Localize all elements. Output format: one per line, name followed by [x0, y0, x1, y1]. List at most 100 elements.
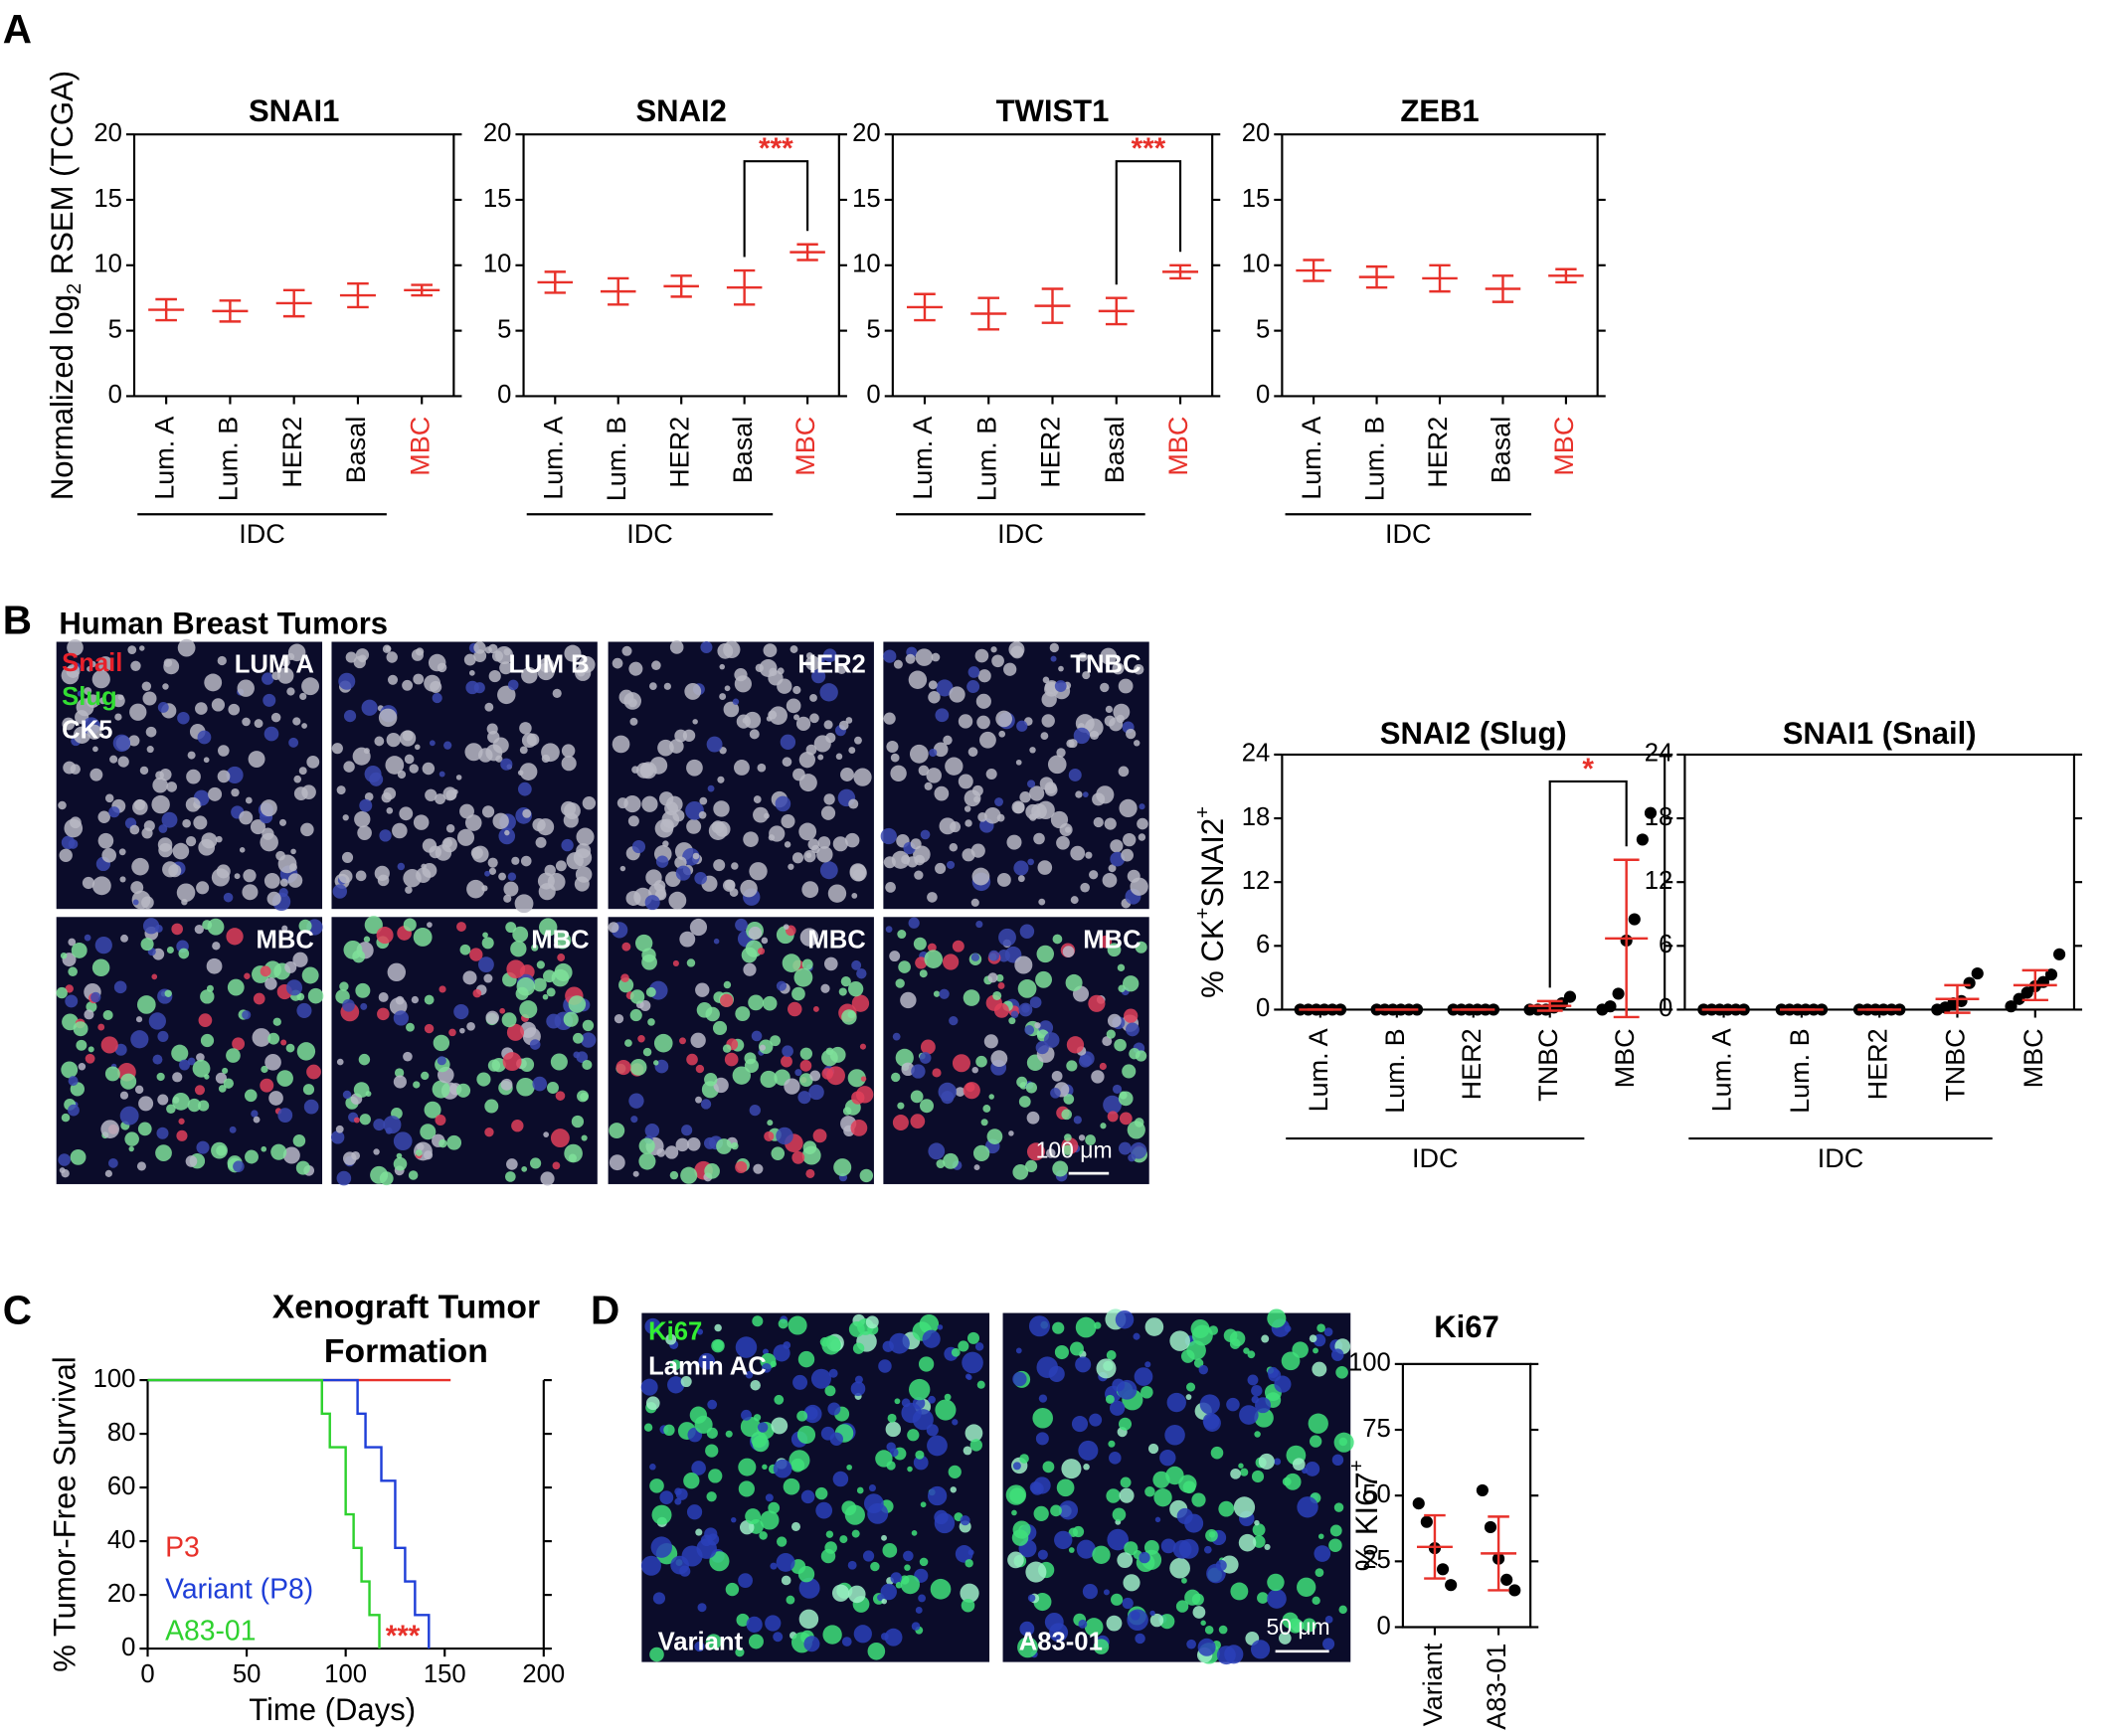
cell [935, 862, 947, 875]
cell [990, 646, 997, 653]
cell [94, 937, 112, 955]
cell [503, 648, 511, 656]
cell [373, 1119, 386, 1131]
cell [686, 818, 702, 834]
cell [915, 648, 934, 666]
cell [695, 1528, 703, 1536]
cell [1103, 1095, 1122, 1115]
cell [608, 922, 619, 934]
tile-label: TNBC [1070, 651, 1140, 679]
cell [919, 969, 928, 978]
cell [459, 1027, 465, 1034]
cell [755, 663, 764, 672]
cell [652, 1592, 666, 1605]
cell [137, 1122, 152, 1136]
cell [1133, 664, 1144, 675]
cell [1135, 1633, 1145, 1645]
cell [465, 680, 479, 695]
cell [100, 1120, 119, 1138]
cell [735, 1648, 745, 1657]
micrograph-bg [56, 917, 323, 1184]
cell [1164, 1425, 1185, 1446]
cell [166, 946, 174, 954]
cell [215, 1072, 228, 1084]
x-tick-label: HER2 [1036, 417, 1066, 488]
cell [478, 748, 493, 763]
cell [615, 1059, 631, 1076]
cell [406, 1022, 415, 1032]
cell [915, 1607, 923, 1614]
cell [832, 1471, 849, 1487]
cell [163, 658, 173, 667]
cell [1312, 1596, 1320, 1605]
cell [635, 763, 652, 779]
cell [862, 1550, 875, 1562]
y-tick-label: 50 [1362, 1480, 1391, 1508]
sd-bar [670, 274, 692, 298]
cell [628, 1093, 644, 1109]
cell [729, 888, 739, 897]
cell [86, 1001, 97, 1013]
cell [623, 794, 641, 813]
cell [674, 729, 688, 743]
cell [276, 1070, 293, 1087]
micrograph [330, 916, 598, 1186]
cell [795, 716, 811, 731]
cell [1017, 1637, 1038, 1658]
cell [887, 1413, 897, 1423]
cell [1071, 1416, 1089, 1433]
cell [1322, 1638, 1335, 1650]
cell [182, 818, 191, 828]
cell [136, 995, 156, 1014]
cell [1254, 1519, 1260, 1526]
cell [799, 1047, 813, 1060]
cell [935, 708, 950, 723]
cell [882, 1542, 898, 1558]
cell [529, 1039, 541, 1050]
x-tick-label: MBC [2018, 1028, 2048, 1088]
cell [543, 969, 556, 983]
cell [446, 1134, 462, 1150]
cell [561, 744, 576, 758]
cell [71, 942, 88, 958]
cell [232, 1037, 246, 1051]
y-axis-label: % KI67+ [1346, 1460, 1384, 1571]
y-tick-label: 10 [1242, 251, 1271, 278]
cell [865, 1315, 879, 1329]
cell [1317, 1533, 1324, 1540]
cell [798, 1073, 813, 1087]
cell [707, 784, 715, 792]
cell [805, 852, 812, 859]
cell [1186, 1639, 1196, 1649]
cell [405, 886, 413, 894]
cell [1024, 1025, 1035, 1035]
data-point [1628, 913, 1641, 926]
cell [1033, 832, 1045, 845]
cell [731, 1141, 739, 1150]
cell [1079, 1054, 1092, 1068]
cell [922, 1329, 941, 1348]
cell [148, 1012, 167, 1030]
cell [753, 806, 769, 823]
y-tick-label: 20 [483, 119, 512, 147]
x-tick-label: TNBC [1533, 1028, 1563, 1102]
cell [731, 1516, 737, 1523]
cell [68, 839, 79, 849]
cell [746, 1616, 763, 1633]
cell [918, 1356, 935, 1372]
cell [234, 873, 241, 880]
survival-curve [147, 1378, 381, 1649]
cell [1138, 833, 1146, 841]
cell [770, 1035, 782, 1047]
y-tick-label: 6 [1256, 931, 1270, 958]
cell [155, 1144, 172, 1161]
cell [735, 1006, 751, 1022]
sd-bar [282, 288, 305, 318]
cell [759, 1531, 768, 1540]
cell [280, 1039, 287, 1046]
cell [222, 1067, 229, 1075]
cell [735, 918, 748, 932]
cell [411, 995, 420, 1004]
cell [962, 1351, 983, 1374]
cell [65, 984, 74, 993]
